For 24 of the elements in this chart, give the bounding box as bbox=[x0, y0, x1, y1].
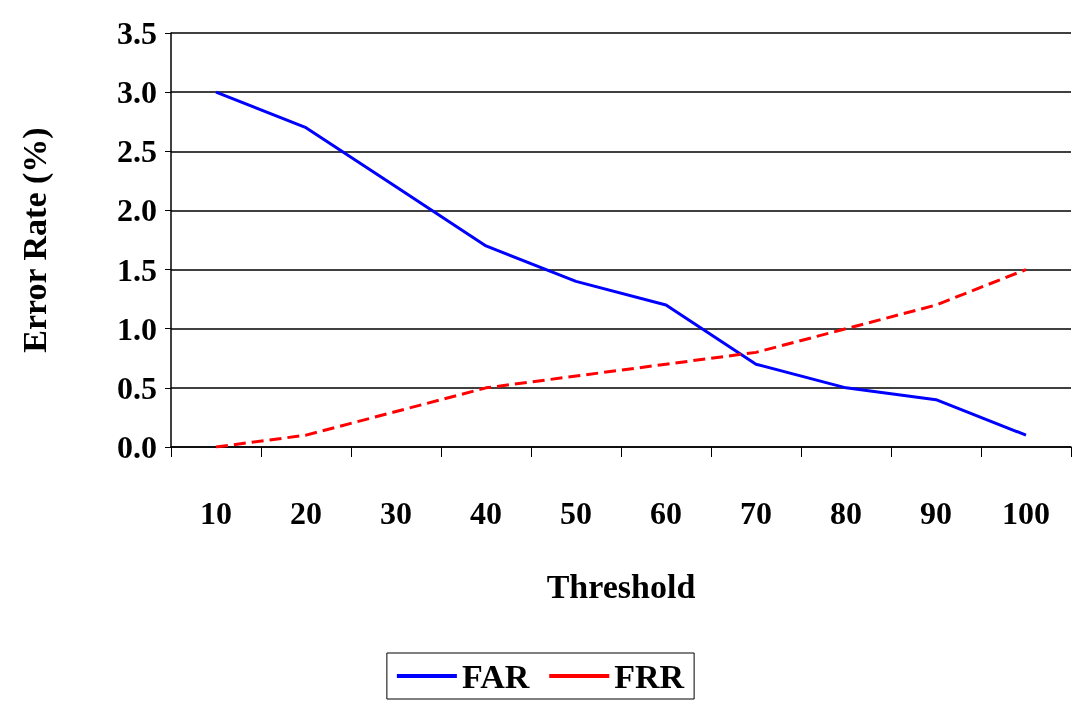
x-tick-label: 80 bbox=[830, 495, 862, 531]
legend-label: FRR bbox=[614, 657, 685, 695]
x-tick-label: 100 bbox=[1002, 495, 1050, 531]
y-tick-label: 3.0 bbox=[117, 74, 157, 111]
x-tick-label: 20 bbox=[290, 495, 322, 531]
x-tick-label: 70 bbox=[740, 495, 772, 531]
x-tick-label: 10 bbox=[200, 495, 232, 531]
legend-label: FAR bbox=[461, 657, 530, 695]
x-tick-label: 40 bbox=[470, 495, 502, 531]
x-tick-label: 90 bbox=[920, 495, 952, 531]
y-tick-label: 2.0 bbox=[117, 192, 157, 229]
y-tick-label: 1.0 bbox=[117, 310, 157, 347]
y-tick-label: 3.5 bbox=[117, 15, 157, 51]
y-axis-title: Error Rate (%) bbox=[15, 127, 54, 353]
y-tick-label: 0.0 bbox=[117, 429, 157, 465]
x-tick-label: 50 bbox=[560, 495, 592, 531]
x-tick-label: 60 bbox=[650, 495, 682, 531]
y-tick-label: 2.5 bbox=[117, 133, 157, 170]
x-axis-title: Threshold bbox=[546, 567, 696, 605]
x-tick-label: 30 bbox=[380, 495, 412, 531]
y-tick-label: 0.5 bbox=[117, 369, 157, 406]
y-tick-label: 1.5 bbox=[117, 251, 157, 288]
line-series bbox=[214, 90, 1028, 437]
line-series bbox=[214, 268, 1028, 449]
